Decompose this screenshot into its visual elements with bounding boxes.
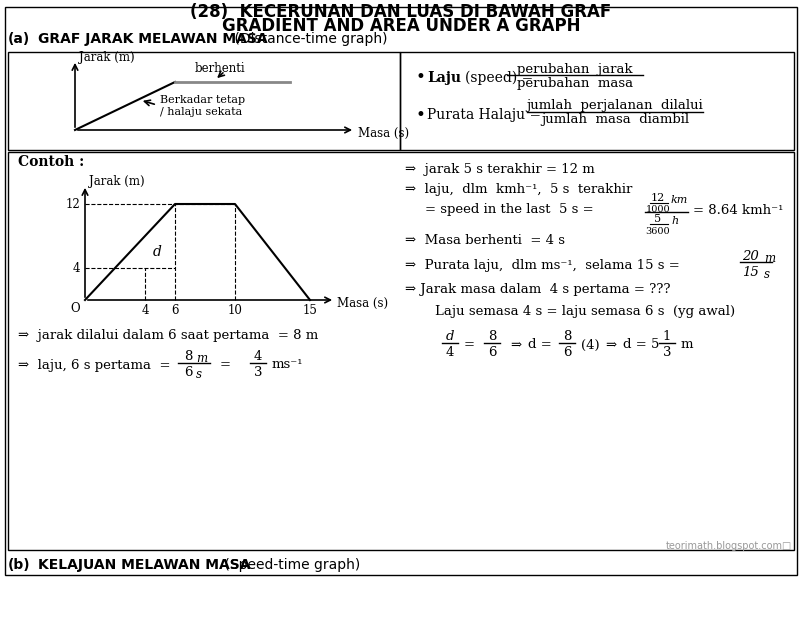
Text: (Distance-time graph): (Distance-time graph) (230, 32, 387, 46)
Text: km: km (671, 195, 688, 205)
Text: perubahan  jarak: perubahan jarak (517, 62, 633, 76)
Text: Jarak (m): Jarak (m) (89, 176, 144, 188)
Text: (a): (a) (8, 32, 30, 46)
Text: Masa (s): Masa (s) (358, 127, 409, 139)
Text: ⇒ Jarak masa dalam  4 s pertama = ???: ⇒ Jarak masa dalam 4 s pertama = ??? (405, 284, 670, 297)
Text: d: d (446, 331, 454, 343)
Text: = speed in the last  5 s =: = speed in the last 5 s = (425, 203, 597, 217)
Text: 12: 12 (65, 197, 80, 210)
Text: m: m (196, 352, 207, 365)
Text: teorimath.blogspot.com□: teorimath.blogspot.com□ (666, 541, 792, 551)
Text: d: d (152, 245, 161, 259)
Text: 6: 6 (563, 346, 571, 360)
Text: =: = (220, 358, 231, 372)
Bar (8, 52, 400, 150)
Text: ⇒  Masa berhenti  = 4 s: ⇒ Masa berhenti = 4 s (405, 234, 565, 246)
Text: 1000: 1000 (646, 205, 670, 214)
Text: (28)  KECERUNAN DAN LUAS DI BAWAH GRAF: (28) KECERUNAN DAN LUAS DI BAWAH GRAF (190, 3, 612, 21)
Text: ⇒  laju, 6 s pertama  =: ⇒ laju, 6 s pertama = (18, 358, 175, 372)
Text: 1: 1 (662, 331, 671, 343)
Text: 3: 3 (662, 346, 671, 360)
Text: m: m (764, 251, 775, 265)
Text: 5: 5 (654, 214, 662, 224)
Text: h: h (671, 216, 678, 226)
Text: perubahan  masa: perubahan masa (517, 76, 633, 89)
Text: ⇒  laju,  dlm  kmh⁻¹,  5 s  terakhir: ⇒ laju, dlm kmh⁻¹, 5 s terakhir (405, 183, 632, 197)
Text: (speed) =: (speed) = (465, 71, 537, 85)
Text: •: • (415, 106, 425, 123)
Text: GRAF JARAK MELAWAN MASA: GRAF JARAK MELAWAN MASA (38, 32, 268, 46)
Text: ⇒  Purata laju,  dlm ms⁻¹,  selama 15 s =: ⇒ Purata laju, dlm ms⁻¹, selama 15 s = (405, 258, 684, 272)
Text: Laju semasa 4 s = laju semasa 6 s  (yg awal): Laju semasa 4 s = laju semasa 6 s (yg aw… (435, 306, 735, 319)
Text: jumlah  masa  diambil: jumlah masa diambil (541, 113, 689, 127)
Text: jumlah  perjalanan  dilalui: jumlah perjalanan dilalui (527, 100, 703, 113)
Text: Laju: Laju (427, 71, 461, 85)
Text: Masa (s): Masa (s) (337, 297, 388, 309)
Text: 3: 3 (253, 367, 262, 379)
Text: 8: 8 (563, 331, 571, 343)
Text: ⇒: ⇒ (605, 338, 616, 352)
Text: / halaju sekata: / halaju sekata (160, 107, 242, 117)
Text: 4: 4 (72, 261, 80, 275)
Bar (400, 52, 794, 150)
Text: Contoh :: Contoh : (18, 155, 84, 169)
Text: 20: 20 (742, 249, 759, 263)
Text: 12: 12 (651, 193, 665, 203)
Text: (b): (b) (8, 558, 30, 572)
Text: O: O (71, 302, 80, 314)
Text: = 8.64 kmh⁻¹: = 8.64 kmh⁻¹ (693, 203, 784, 217)
Text: 6: 6 (172, 304, 179, 316)
Text: 8: 8 (488, 331, 496, 343)
Text: (Speed-time graph): (Speed-time graph) (220, 558, 360, 572)
Text: m: m (681, 338, 694, 352)
Text: d = 5: d = 5 (623, 338, 659, 352)
Text: Berkadar tetap: Berkadar tetap (160, 95, 245, 105)
Text: 15: 15 (302, 304, 318, 316)
Text: ⇒  jarak 5 s terakhir = 12 m: ⇒ jarak 5 s terakhir = 12 m (405, 164, 595, 176)
Text: ⇒: ⇒ (510, 338, 521, 352)
Text: 6: 6 (488, 346, 496, 360)
Text: 4: 4 (253, 350, 262, 362)
Text: s: s (764, 268, 770, 280)
Text: s: s (196, 369, 202, 382)
Text: 3600: 3600 (646, 227, 670, 236)
Text: KELAJUAN MELAWAN MASA: KELAJUAN MELAWAN MASA (38, 558, 250, 572)
Text: ⇒  jarak dilalui dalam 6 saat pertama  = 8 m: ⇒ jarak dilalui dalam 6 saat pertama = 8… (18, 328, 318, 341)
Text: ms⁻¹: ms⁻¹ (272, 358, 303, 372)
Text: •: • (415, 69, 425, 86)
Text: Purata Halaju =: Purata Halaju = (427, 108, 545, 122)
Text: berhenti: berhenti (195, 62, 245, 74)
Text: 8: 8 (184, 350, 192, 362)
Text: 10: 10 (228, 304, 242, 316)
Text: 4: 4 (141, 304, 148, 316)
Text: Jarak (m): Jarak (m) (79, 50, 135, 64)
Text: GRADIENT AND AREA UNDER A GRAPH: GRADIENT AND AREA UNDER A GRAPH (221, 17, 581, 35)
Text: (4): (4) (581, 338, 600, 352)
Text: d =: d = (528, 338, 556, 352)
Bar (8, 152, 794, 550)
Text: 15: 15 (742, 265, 759, 278)
Text: =: = (464, 338, 475, 352)
Text: 6: 6 (184, 367, 192, 379)
Text: 4: 4 (446, 346, 454, 360)
